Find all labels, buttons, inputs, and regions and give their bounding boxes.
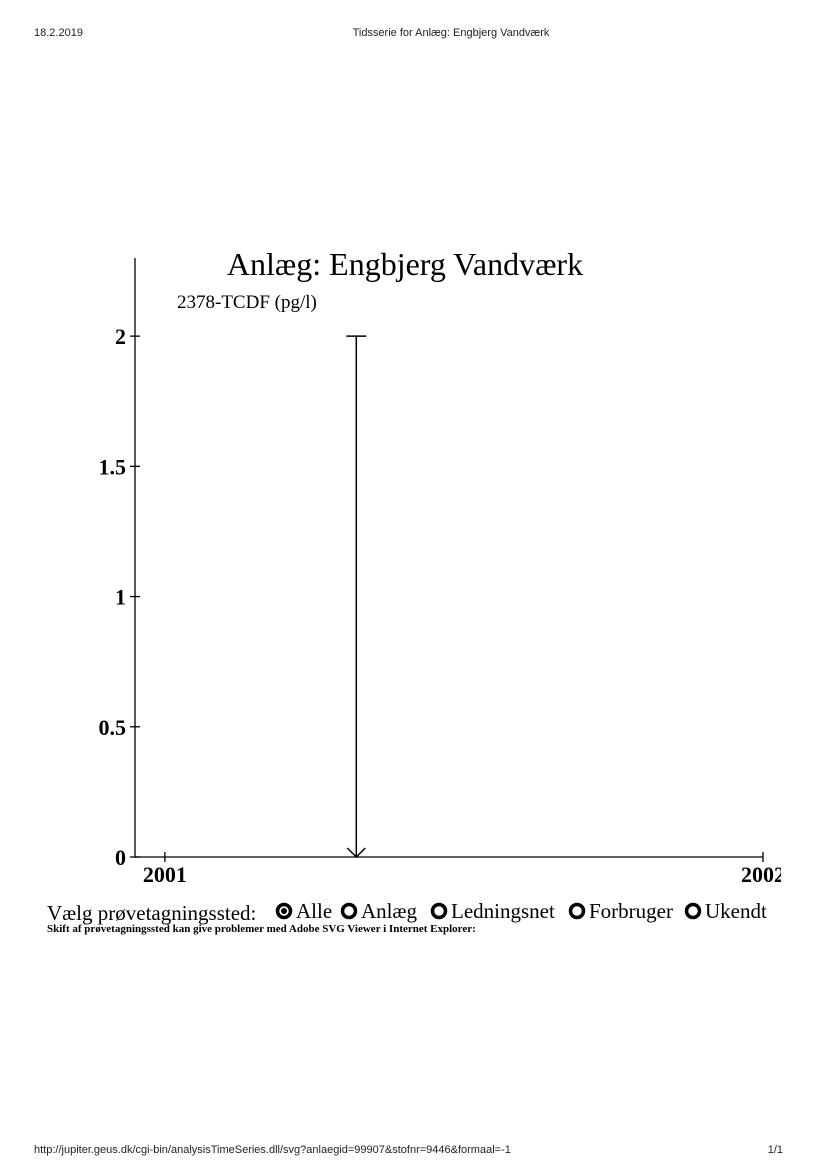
x-tick-label: 2002 — [741, 862, 785, 887]
radio-button[interactable] — [430, 902, 448, 920]
radio-option[interactable]: Forbruger — [568, 899, 673, 923]
y-tick-label: 0.5 — [99, 715, 127, 740]
chart-subtitle: 2378-TCDF (pg/l) — [177, 292, 317, 313]
radio-option[interactable]: Alle — [275, 899, 333, 923]
y-tick-label: 0 — [115, 845, 126, 870]
radio-button[interactable] — [568, 902, 586, 920]
selector-note: Skift af prøvetagningssted kan give prob… — [47, 923, 476, 935]
plot: 0 0.5 1 1.5 2 2001 2002 — [99, 258, 785, 887]
radio-group: Alle Anlæg Ledningsnet Forbruger Ukendt — [275, 899, 767, 923]
y-tick-label: 1.5 — [99, 454, 127, 479]
print-title: Tidsserie for Anlæg: Engbjerg Vandværk — [353, 27, 550, 39]
radio-button[interactable] — [684, 902, 702, 920]
radio-dot — [281, 908, 287, 914]
x-tick-label: 2001 — [143, 862, 187, 887]
selector-label: Vælg prøvetagningssted: — [47, 901, 256, 925]
radio-label[interactable]: Anlæg — [361, 899, 418, 923]
radio-label[interactable]: Forbruger — [589, 899, 673, 923]
y-tick-label: 2 — [115, 324, 126, 349]
print-date: 18.2.2019 — [34, 27, 83, 39]
print-url: http://jupiter.geus.dk/cgi-bin/analysisT… — [34, 1144, 511, 1156]
y-tick-label: 1 — [115, 585, 126, 610]
radio-option[interactable]: Anlæg — [340, 899, 418, 923]
radio-label[interactable]: Alle — [296, 899, 332, 923]
chart-title: Anlæg: Engbjerg Vandværk — [227, 246, 583, 282]
radio-button[interactable] — [275, 902, 293, 920]
radio-label[interactable]: Ledningsnet — [451, 899, 555, 923]
radio-label[interactable]: Ukendt — [705, 899, 767, 923]
stem-marker — [346, 335, 367, 859]
radio-option[interactable]: Ledningsnet — [430, 899, 555, 923]
print-page: 1/1 — [768, 1144, 783, 1156]
radio-button[interactable] — [340, 902, 358, 920]
radio-option[interactable]: Ukendt — [684, 899, 767, 923]
